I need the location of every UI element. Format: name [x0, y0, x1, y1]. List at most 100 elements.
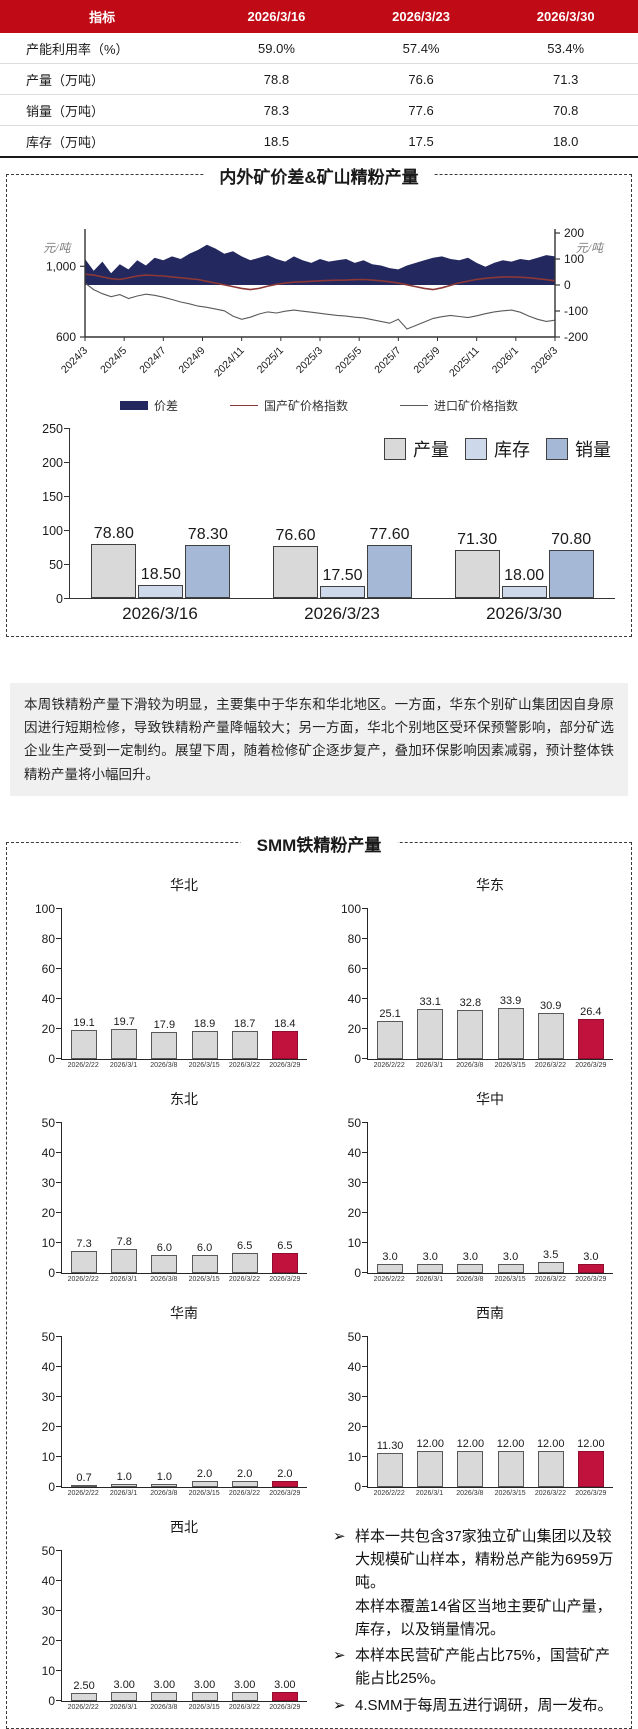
date-label: 2026/3/29 — [575, 1061, 607, 1069]
bar-value-label: 19.1 — [73, 1017, 95, 1030]
svg-text:2024/7: 2024/7 — [137, 345, 168, 376]
bar-value-label: 18.4 — [274, 1018, 296, 1031]
note-item: ➢ 本样本民营矿产能占比75%，国营矿产能占比25%。 — [333, 1644, 617, 1691]
bar-column: 7.8 — [106, 1236, 142, 1273]
bar-column: 12.00 — [412, 1438, 448, 1487]
bar-column: 18.50 — [137, 566, 184, 598]
bar-value-label: 3.00 — [233, 1678, 256, 1691]
date-label: 2026/3/8 — [150, 1061, 178, 1069]
bar-column: 17.50 — [319, 567, 366, 598]
bar-column: 1.0 — [106, 1471, 142, 1487]
y-tick-mark — [362, 1182, 368, 1184]
bars: 19.1 19.7 17.9 18.9 18.7 18.4 — [62, 909, 307, 1059]
y-tick-mark — [56, 968, 62, 970]
metric-value: 53.4% — [547, 40, 585, 56]
bar-highlight — [271, 1253, 298, 1273]
table-row: 库存（万吨） 18.5 17.5 18.0 — [0, 125, 638, 157]
y-tick-mark — [362, 908, 368, 910]
bar-value-label: 3.0 — [462, 1250, 479, 1263]
weekly-summary-text: 本周铁精粉产量下滑较为明显，主要集中于华东和华北地区。一方面，华东个别矿山集团因… — [24, 697, 614, 782]
bar-column: 19.7 — [106, 1016, 142, 1059]
bar-value-label: 1.0 — [156, 1470, 173, 1483]
date-label: 2026/3/1 — [415, 1275, 444, 1283]
bar — [537, 1450, 564, 1487]
y-tick-mark — [362, 1058, 368, 1060]
date-label: 2026/3/29 — [575, 1489, 607, 1497]
metric-label: 销量（万吨） — [0, 94, 205, 126]
bar-销量 — [367, 545, 412, 598]
bullet-arrow-icon: ➢ — [333, 1647, 346, 1665]
date-label: 2026/2/22 — [67, 1061, 99, 1069]
y-tick-label: 60 — [347, 961, 361, 976]
bar-column: 12.00 — [573, 1438, 609, 1487]
bar-groups: 78.80 18.50 78.30 76.60 17.50 77.60 71.30 18.00… — [70, 428, 615, 598]
metric-value: 18.0 — [493, 125, 638, 157]
y-tick-label: 10 — [41, 1663, 55, 1678]
date-label: 2026/3/22 — [228, 1275, 261, 1283]
note-item: ➢ 4.SMM于每周五进行调研，周一发布。 — [333, 1694, 617, 1717]
y-tick-label: 40 — [41, 1573, 55, 1588]
bar-column: 3.0 — [412, 1251, 448, 1273]
y-tick-label: 80 — [41, 931, 55, 946]
y-tick-label: 100 — [34, 901, 55, 916]
bar-column: 3.0 — [452, 1251, 488, 1273]
smm-chart-华北: 华北 0 20 40 60 80 100 19.1 19.7 17.9 18.9 18.7 18.4 20… — [13, 863, 319, 1077]
svg-text:-100: -100 — [564, 304, 588, 318]
y-tick-label: 50 — [41, 1543, 55, 1558]
bar-column: 18.00 — [501, 567, 548, 598]
y-tick-label: 20 — [347, 1205, 361, 1220]
y-tick-label: 40 — [347, 1145, 361, 1160]
region-title: 西北 — [170, 1518, 198, 1535]
date-label: 2026/3/22 — [228, 1489, 261, 1497]
bar-highlight — [271, 1691, 298, 1701]
smm-chart-华东: 华东 0 20 40 60 80 100 25.1 33.1 32.8 33.9 30.9 26.4 20… — [319, 863, 625, 1077]
bar-column: 3.00 — [227, 1679, 263, 1701]
y-tick-label: 30 — [41, 1603, 55, 1618]
y-tick-label: 40 — [41, 1359, 55, 1374]
y-tick-mark — [362, 1122, 368, 1124]
domestic-line-swatch — [229, 405, 258, 406]
y-tick-label: 40 — [41, 991, 55, 1006]
svg-text:2025/7: 2025/7 — [372, 345, 403, 376]
date-label: 2026/3/8 — [456, 1489, 484, 1497]
bars: 25.1 33.1 32.8 33.9 30.9 26.4 — [368, 909, 613, 1059]
right-axis-unit: 元/吨 — [575, 241, 603, 255]
y-tick-mark — [56, 1212, 62, 1214]
legend-swatch — [465, 438, 487, 460]
note-item: ➢ 样本一共包含37家独立矿山集团以及较大规模矿山样本，精粉总产能为6959万吨。… — [333, 1525, 617, 1641]
region-title: 西南 — [476, 1304, 504, 1321]
bar-value-label: 7.8 — [116, 1236, 132, 1249]
metric-value: 18.5 — [204, 125, 349, 157]
svg-text:-200: -200 — [564, 330, 588, 344]
bar — [111, 1029, 138, 1059]
date-label: 2026/3/8 — [456, 1061, 484, 1069]
bar-column: 78.80 — [90, 525, 137, 598]
bar-value-label: 7.3 — [76, 1237, 92, 1250]
bar-value-label: 78.30 — [187, 525, 228, 543]
bar-column: 12.00 — [452, 1438, 488, 1487]
bar-column: 17.9 — [146, 1019, 182, 1059]
svg-text:2024/9: 2024/9 — [176, 345, 207, 376]
date-label: 2026/3/29 — [269, 1489, 301, 1497]
legend-label: 国产矿价格指数 — [263, 399, 348, 413]
y-tick-mark — [362, 1366, 368, 1368]
date-label: 2026/2/22 — [373, 1489, 405, 1497]
date-label: 2026/3/1 — [109, 1275, 138, 1283]
date-axis: 2026/2/22 2026/3/1 2026/3/8 2026/3/15 2026/3… — [61, 1062, 307, 1069]
y-tick-label: 10 — [41, 1235, 55, 1250]
y-tick-label: 30 — [41, 1175, 55, 1190]
bar-value-label: 1.0 — [116, 1470, 132, 1483]
bar — [377, 1263, 404, 1273]
y-tick-mark — [362, 1336, 368, 1338]
legend-item: 产量 — [384, 436, 449, 462]
date-label: 2026/3/1 — [109, 1489, 138, 1497]
date-label: 2026/3/22 — [534, 1275, 567, 1283]
left-axis-unit: 元/吨 — [43, 241, 71, 255]
production-inventory-sales-chart: 0 50 100 150 200 250 78.80 18.50 78.30 76.60 17.50… — [29, 422, 615, 624]
bar-value-label: 3.0 — [583, 1250, 599, 1263]
svg-text:2024/11: 2024/11 — [212, 345, 247, 380]
region-plot: 0 10 20 30 40 50 7.3 7.8 6.0 6.0 6.5 6.5 — [42, 1116, 307, 1280]
bar-value-label: 3.00 — [193, 1678, 216, 1691]
bar-value-label: 18.50 — [140, 566, 181, 584]
region-plot: 0 10 20 30 40 50 2.50 3.00 3.00 3.00 3.00 3.00 — [42, 1544, 307, 1708]
